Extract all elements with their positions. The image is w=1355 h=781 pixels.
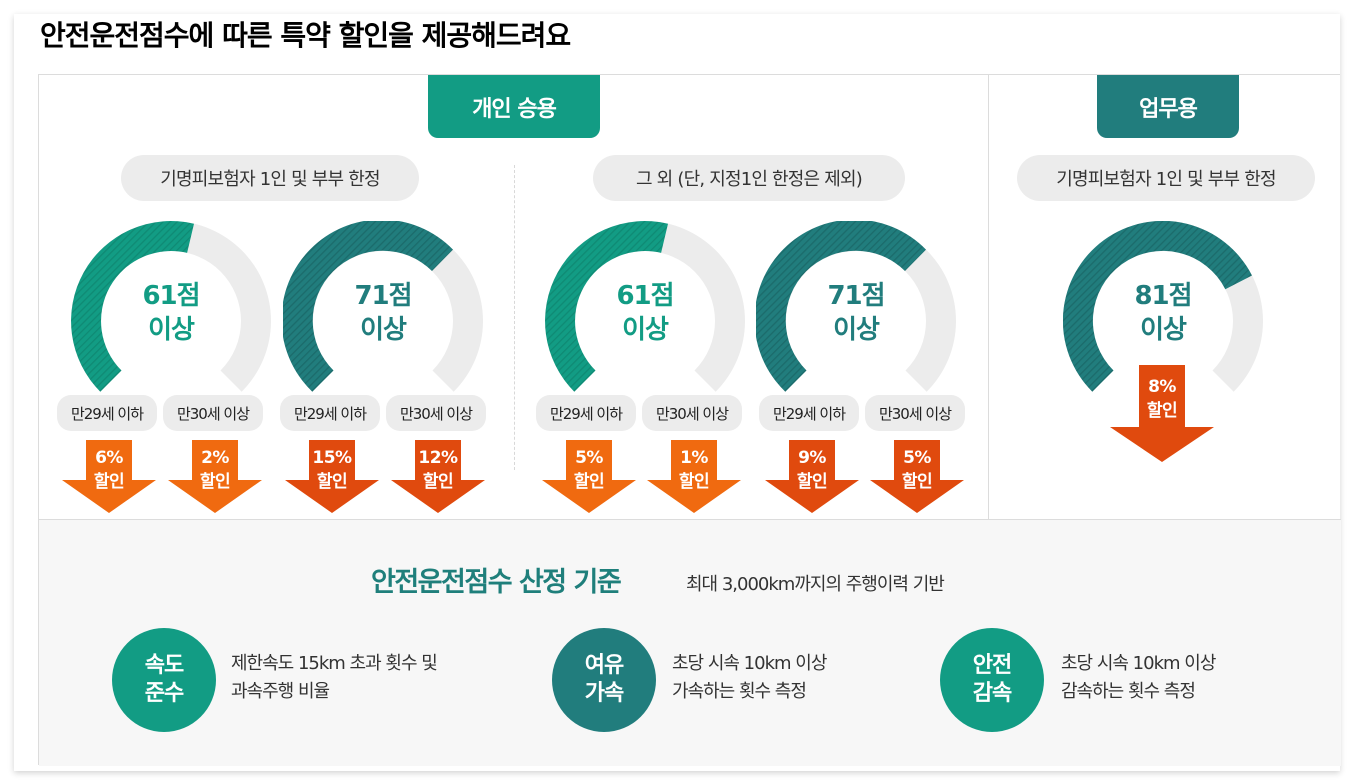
discount-value: 8% bbox=[1148, 377, 1176, 397]
desc-line: 감속하는 횟수 측정 bbox=[1061, 681, 1196, 702]
gauge-score: 71점 bbox=[827, 281, 885, 311]
age-pill-30-over: 만30세 이상 bbox=[163, 395, 263, 431]
gauge-suffix: 이상 bbox=[148, 315, 195, 345]
tab-business: 업무용 bbox=[1097, 75, 1239, 138]
age-pill-29-under: 만29세 이하 bbox=[536, 395, 636, 431]
discount-label: 할인 bbox=[316, 472, 348, 492]
discount-label: 할인 bbox=[901, 472, 933, 492]
discount-arrow: 5% 할인 bbox=[869, 440, 965, 514]
discount-label: 할인 bbox=[422, 472, 454, 492]
discount-value: 9% bbox=[798, 448, 826, 468]
badge-line: 감속 bbox=[972, 681, 1012, 706]
age-pill-30-over: 만30세 이상 bbox=[642, 395, 742, 431]
discount-arrow: 9% 할인 bbox=[764, 440, 860, 514]
gauge-score: 61점 bbox=[616, 281, 674, 311]
age-pill-29-under: 만29세 이하 bbox=[57, 395, 157, 431]
gauge-suffix: 이상 bbox=[622, 315, 669, 345]
desc-line: 과속주행 비율 bbox=[231, 681, 330, 702]
discount-label: 할인 bbox=[796, 472, 828, 492]
discount-value: 5% bbox=[903, 448, 931, 468]
group-label-personal-named: 기명피보험자 1인 및 부부 한정 bbox=[121, 155, 419, 201]
discount-value: 5% bbox=[575, 448, 603, 468]
age-pill-29-under: 만29세 이하 bbox=[759, 395, 859, 431]
gauge-suffix: 이상 bbox=[1140, 315, 1187, 345]
criteria-desc-speed: 제한속도 15km 초과 횟수 및 과속주행 비율 bbox=[231, 650, 438, 706]
discount-value: 15% bbox=[312, 448, 352, 468]
gauge-score: 71점 bbox=[354, 281, 412, 311]
discount-value: 12% bbox=[418, 448, 458, 468]
badge-line: 속도 bbox=[144, 653, 184, 678]
gauge-score: 81점 bbox=[1134, 281, 1192, 311]
score-gauge-71: 71점 이상 bbox=[283, 221, 483, 421]
discount-arrow: 6% 할인 bbox=[61, 440, 157, 514]
badge-line: 여유 bbox=[584, 653, 624, 678]
desc-line: 가속하는 횟수 측정 bbox=[672, 681, 807, 702]
discount-arrow: 15% 할인 bbox=[284, 440, 380, 514]
score-gauge-61-other: 61점 이상 bbox=[545, 221, 745, 421]
score-gauge-81: 81점 이상 bbox=[1063, 221, 1263, 421]
discount-label: 할인 bbox=[199, 472, 231, 492]
criteria-desc-deceleration: 초당 시속 10km 이상 감속하는 횟수 측정 bbox=[1061, 650, 1216, 706]
badge-line: 안전 bbox=[972, 653, 1012, 678]
gauge-suffix: 이상 bbox=[360, 315, 407, 345]
score-gauge-61: 61점 이상 bbox=[71, 221, 271, 421]
criteria-subtitle: 최대 3,000km까지의 주행이력 기반 bbox=[686, 574, 945, 595]
badge-line: 가속 bbox=[584, 681, 624, 706]
tab-personal: 개인 승용 bbox=[428, 75, 600, 138]
desc-line: 초당 시속 10km 이상 bbox=[672, 653, 827, 674]
group-label-business: 기명피보험자 1인 및 부부 한정 bbox=[1017, 155, 1315, 201]
discount-value: 2% bbox=[201, 448, 229, 468]
section-divider bbox=[988, 75, 989, 519]
age-pill-30-over: 만30세 이상 bbox=[865, 395, 965, 431]
discount-arrow-business: 8% 할인 bbox=[1109, 365, 1215, 463]
desc-line: 초당 시속 10km 이상 bbox=[1061, 653, 1216, 674]
badge-line: 준수 bbox=[144, 681, 184, 706]
discount-arrow: 5% 할인 bbox=[541, 440, 637, 514]
discount-label: 할인 bbox=[678, 472, 710, 492]
discount-label: 할인 bbox=[573, 472, 605, 492]
discount-arrow: 12% 할인 bbox=[390, 440, 486, 514]
group-divider bbox=[514, 165, 515, 470]
criteria-section: 안전운전점수 산정 기준 최대 3,000km까지의 주행이력 기반 속도 준수 … bbox=[39, 519, 1341, 766]
gauge-suffix: 이상 bbox=[833, 315, 880, 345]
discount-label: 할인 bbox=[1146, 401, 1178, 421]
gauge-score: 61점 bbox=[142, 281, 200, 311]
group-label-personal-other: 그 외 (단, 지정1인 한정은 제외) bbox=[593, 155, 905, 201]
discount-arrow: 2% 할인 bbox=[167, 440, 263, 514]
criteria-title: 안전운전점수 산정 기준 bbox=[371, 567, 622, 598]
age-pill-29-under: 만29세 이하 bbox=[280, 395, 380, 431]
desc-line: 제한속도 15km 초과 횟수 및 bbox=[231, 653, 438, 674]
discount-tables: 개인 승용 업무용 기명피보험자 1인 및 부부 한정 그 외 (단, 지정1인… bbox=[39, 75, 1341, 519]
discount-label: 할인 bbox=[93, 472, 125, 492]
score-gauge-71-other: 71점 이상 bbox=[756, 221, 956, 421]
discount-panel: 개인 승용 업무용 기명피보험자 1인 및 부부 한정 그 외 (단, 지정1인… bbox=[38, 74, 1341, 766]
age-pill-30-over: 만30세 이상 bbox=[386, 395, 486, 431]
criteria-desc-acceleration: 초당 시속 10km 이상 가속하는 횟수 측정 bbox=[672, 650, 827, 706]
page-title: 안전운전점수에 따른 특약 할인을 제공해드려요 bbox=[40, 19, 571, 52]
discount-value: 6% bbox=[95, 448, 123, 468]
discount-value: 1% bbox=[680, 448, 708, 468]
discount-arrow: 1% 할인 bbox=[646, 440, 742, 514]
